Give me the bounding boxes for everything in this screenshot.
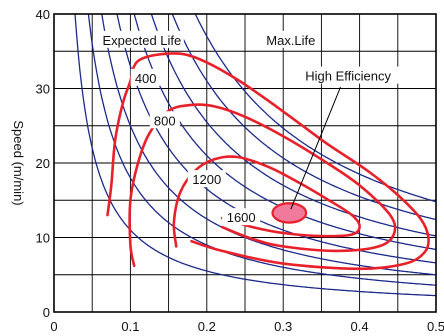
x-tick-label: 0.1: [121, 319, 139, 334]
x-tick-label: 0.5: [427, 319, 444, 334]
life-contour-800: [128, 103, 397, 268]
y-axis-label: Speed (m/min): [11, 120, 26, 205]
expected-life-curve: [116, 13, 437, 264]
life-contour-label-800-bg: [149, 111, 180, 129]
life-contour-label-800: 800: [154, 113, 176, 128]
x-tick-label: 0.2: [198, 319, 216, 334]
life-contour-400: [106, 52, 430, 271]
grid-lines: [54, 14, 436, 312]
expected-life-curve: [74, 13, 437, 297]
life-contour-label-1200-bg: [187, 170, 226, 188]
expected-life-curve: [150, 13, 437, 237]
expected-life-curve: [101, 13, 437, 276]
expected-life-curve: [87, 13, 437, 286]
max-life-label: Max.Life: [266, 33, 315, 48]
y-tick-label: 0: [43, 305, 50, 320]
x-tick-label: 0.4: [351, 319, 369, 334]
y-tick-label: 20: [36, 156, 50, 171]
high-efficiency-value-label: 1600: [227, 210, 256, 225]
life-contour-label-400: 400: [135, 71, 157, 86]
high-efficiency-region: [271, 202, 308, 224]
max-life-label-bg: [262, 30, 319, 48]
high-efficiency-label: High Efficiency: [305, 69, 391, 84]
life-contour-1200: [172, 155, 361, 248]
tick-labels: 0 0.1 0.2 0.3 0.4 0.5 0 10 20 30 40 Speed (m/min): [11, 7, 444, 334]
life-contours: [106, 52, 430, 271]
life-contour-label-400-bg: [130, 68, 161, 86]
x-tick-label: 0: [50, 319, 57, 334]
y-tick-label: 30: [36, 82, 50, 97]
annotations: Expected Life Max.Life 400 800 1200 1600 High …: [99, 30, 404, 226]
expected-life-label: Expected Life: [102, 33, 181, 48]
high-efficiency-label-bg: [293, 66, 404, 84]
life-contour-label-1200: 1200: [192, 172, 221, 187]
y-tick-label: 10: [36, 231, 50, 246]
high-efficiency-leader-line: [290, 86, 341, 210]
plot-frame: [53, 13, 437, 313]
high-efficiency-value-label-bg: [222, 208, 261, 226]
x-tick-label: 0.3: [274, 319, 292, 334]
y-tick-label: 40: [36, 7, 50, 22]
expected-life-curve: [171, 13, 437, 221]
expected-life-label-bg: [99, 30, 184, 48]
life-curves: [74, 13, 437, 297]
